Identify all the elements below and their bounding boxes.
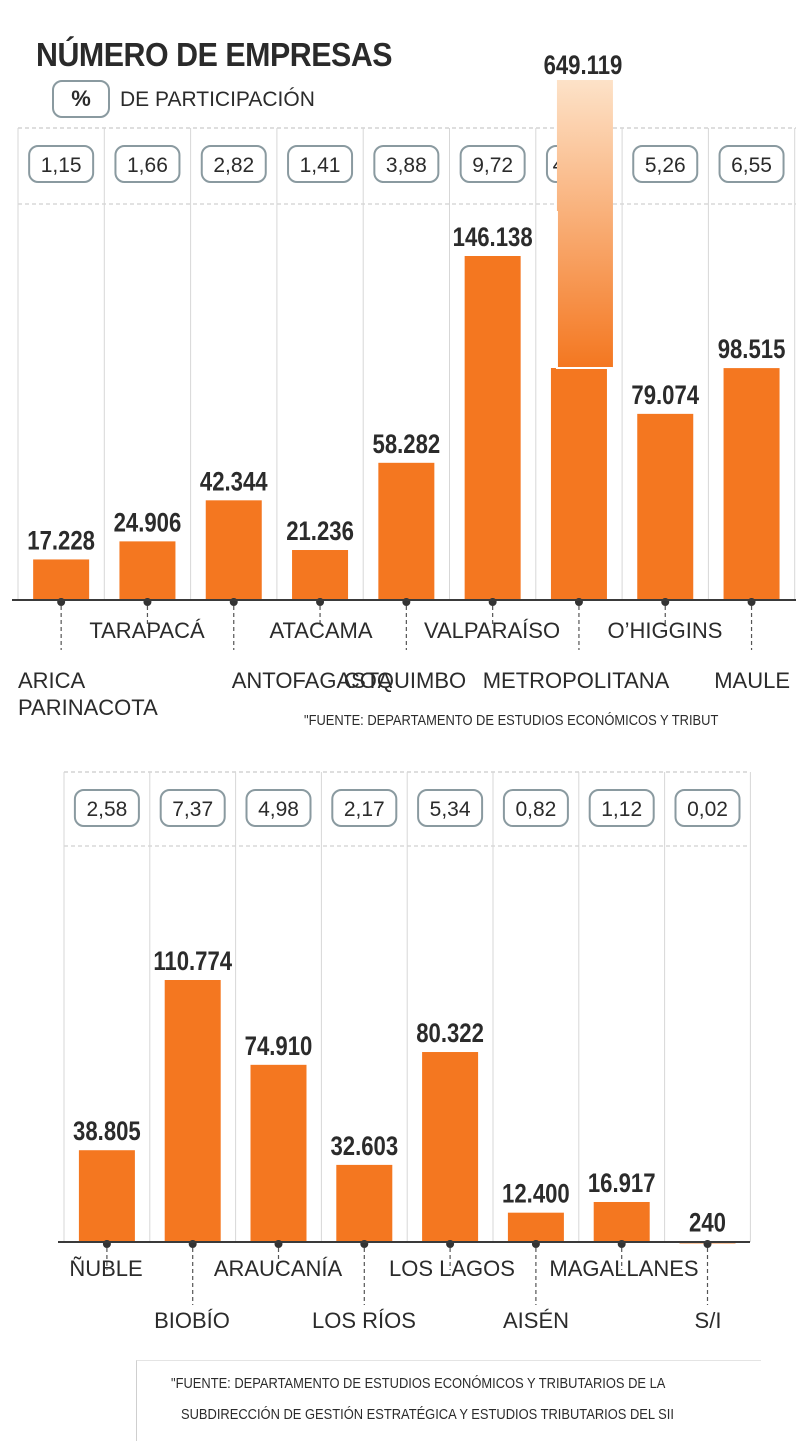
bar-maule <box>723 368 780 600</box>
value-label-atacama: 21.236 <box>286 517 354 547</box>
bar-arica-parinacota <box>33 559 90 600</box>
pct-label-arica-parinacota: 1,15 <box>41 154 82 177</box>
pct-label-atacama: 1,41 <box>300 154 341 177</box>
pct-box-los-lagos <box>417 789 484 827</box>
pct-box-los-rios <box>331 789 398 827</box>
category-label-los-lagos: LOS LAGOS <box>389 1256 515 1281</box>
pct-box-nuble <box>73 789 140 827</box>
source-top: "FUENTE: DEPARTAMENTO DE ESTUDIOS ECONÓM… <box>304 712 719 729</box>
category-label-tarapaca: TARAPACÁ <box>89 618 205 643</box>
pct-box-coquimbo <box>373 145 440 183</box>
bar-araucania <box>250 1064 307 1242</box>
value-label-aisen: 12.400 <box>502 1180 570 1210</box>
pct-label-o-higgins: 5,26 <box>645 154 686 177</box>
pct-label-los-rios: 2,17 <box>344 798 385 821</box>
bar-los-lagos <box>422 1052 479 1242</box>
pct-box-maule <box>718 145 785 183</box>
pct-label-antofagasta: 2,82 <box>213 154 254 177</box>
pct-box-valparaiso <box>459 145 526 183</box>
pct-box-o-higgins <box>632 145 699 183</box>
bar-o-higgins <box>637 413 694 600</box>
value-label-araucania: 74.910 <box>245 1032 313 1062</box>
value-label-s-i: 240 <box>689 1208 726 1238</box>
value-label-coquimbo: 58.282 <box>373 430 441 460</box>
pct-box-atacama <box>287 145 354 183</box>
value-label-magallanes: 16.917 <box>588 1169 656 1199</box>
bar-break-metropolitana <box>556 80 613 368</box>
pct-box-s-i <box>674 789 741 827</box>
category-label-s-i: S/I <box>695 1308 722 1333</box>
value-label-o-higgins: 79.074 <box>631 381 699 411</box>
pct-box-tarapaca <box>114 145 181 183</box>
source-footer: "FUENTE: DEPARTAMENTO DE ESTUDIOS ECONÓM… <box>136 1360 761 1441</box>
value-label-antofagasta: 42.344 <box>200 467 268 497</box>
pct-box-magallanes <box>588 789 655 827</box>
value-label-nuble: 38.805 <box>73 1117 141 1147</box>
category-label-o-higgins: O’HIGGINS <box>608 618 723 643</box>
pct-label-biobio: 7,37 <box>172 798 213 821</box>
value-label-arica-parinacota: 17.228 <box>27 526 95 556</box>
pct-label-tarapaca: 1,66 <box>127 154 168 177</box>
pct-label-maule: 6,55 <box>731 154 772 177</box>
bar-magallanes <box>593 1201 650 1242</box>
chart-panel-bottom: 2,58 38.805 ÑUBLE 7,37 110.774 BIOBÍO 4,98 74.9… <box>0 740 800 1350</box>
category-label-araucania: ARAUCANÍA <box>214 1256 343 1281</box>
value-label-maule: 98.515 <box>718 335 786 365</box>
pct-box-antofagasta <box>200 145 267 183</box>
category-label-coquimbo: COQUIMBO <box>344 668 466 693</box>
source-footer-line-2: SUBDIRECCIÓN DE GESTIÓN ESTRATÉGICA Y ES… <box>181 1406 674 1423</box>
category-label-valparaiso: VALPARAÍSO <box>424 618 560 643</box>
bar-biobio <box>164 980 221 1242</box>
bar-coquimbo <box>378 462 435 600</box>
category-label-maule: MAULE <box>714 668 790 693</box>
pct-label-s-i: 0,02 <box>687 798 728 821</box>
pct-label-los-lagos: 5,34 <box>430 798 471 821</box>
category-label-antofagasta: ANTOFAGASTA <box>232 668 393 693</box>
category-label-arica-parinacota: PARINACOTA <box>18 695 158 720</box>
pct-label-aisen: 0,82 <box>515 798 556 821</box>
bar-nuble <box>78 1150 135 1242</box>
value-label-biobio: 110.774 <box>153 947 232 977</box>
bar-tarapaca <box>119 541 176 600</box>
value-label-metropolitana: 649.119 <box>544 51 623 81</box>
category-label-arica-parinacota: ARICA <box>18 668 86 693</box>
bar-los-rios <box>336 1164 393 1242</box>
bar-valparaiso <box>464 256 521 600</box>
bar-antofagasta <box>205 500 262 600</box>
bar-aisen <box>507 1212 564 1242</box>
value-label-los-rios: 32.603 <box>330 1132 398 1162</box>
axis-break-mark <box>548 211 613 369</box>
pct-label-magallanes: 1,12 <box>601 798 642 821</box>
pct-box-arica-parinacota <box>28 145 95 183</box>
chart-bottom-svg: 2,58 38.805 ÑUBLE 7,37 110.774 BIOBÍO 4,98 74.9… <box>58 771 751 1333</box>
pct-label-araucania: 4,98 <box>258 798 299 821</box>
value-label-valparaiso: 146.138 <box>453 223 533 253</box>
category-label-atacama: ATACAMA <box>269 618 372 643</box>
pct-box-araucania <box>245 789 312 827</box>
bar-metropolitana <box>550 368 607 600</box>
category-label-biobio: BIOBÍO <box>154 1308 230 1333</box>
pct-box-biobio <box>159 789 226 827</box>
category-label-los-rios: LOS RÍOS <box>312 1308 416 1333</box>
category-label-magallanes: MAGALLANES <box>549 1256 698 1281</box>
chart-panel-top: 1,15 17.228 ARICA PARINACOTA 1,66 24.906 TARAP… <box>12 51 796 720</box>
percent-legend-label: DE PARTICIPACIÓN <box>120 88 315 111</box>
pct-label-coquimbo: 3,88 <box>386 154 427 177</box>
pct-label-valparaiso: 9,72 <box>472 154 513 177</box>
percent-legend-box: % <box>52 80 110 118</box>
bar-atacama <box>292 550 349 600</box>
value-label-tarapaca: 24.906 <box>114 508 182 538</box>
pct-box-aisen <box>502 789 569 827</box>
chart-title: NÚMERO DE EMPRESAS <box>36 36 393 73</box>
pct-label-nuble: 2,58 <box>86 798 127 821</box>
value-label-los-lagos: 80.322 <box>416 1019 484 1049</box>
source-footer-line-1: "FUENTE: DEPARTAMENTO DE ESTUDIOS ECONÓM… <box>171 1375 666 1392</box>
category-label-aisen: AISÉN <box>503 1308 569 1333</box>
category-label-metropolitana: METROPOLITANA <box>483 668 670 693</box>
category-label-nuble: ÑUBLE <box>69 1256 142 1281</box>
